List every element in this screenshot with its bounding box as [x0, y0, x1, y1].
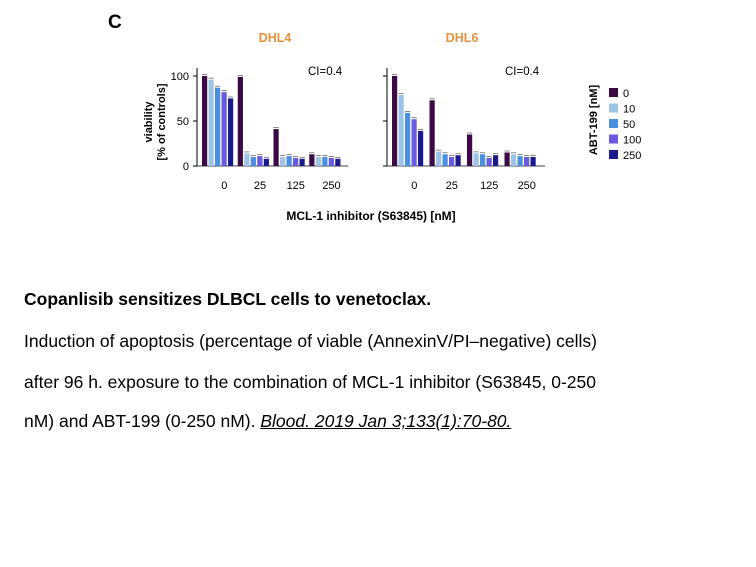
chart-title: DHL6 — [446, 31, 479, 45]
bar-dhl6-250-0 — [504, 152, 510, 166]
bar-dhl6-125-0 — [467, 134, 473, 166]
y-axis-label: viability [% of controls] — [143, 83, 168, 160]
bar-dhl6-0-0 — [392, 76, 398, 166]
bar-dhl6-0-100 — [411, 119, 417, 166]
chart-panel-dhl6: DHL6 CI=0.4 0 25 125 250 — [383, 31, 545, 192]
chart-panel-dhl4: DHL4 CI=0.4 0 50 100 0 25 125 250 — [171, 31, 348, 192]
y-tick-label: 0 — [183, 161, 189, 173]
bar-dhl4-0-50 — [215, 87, 221, 166]
bar-dhl6-0-10 — [398, 94, 404, 166]
bar-dhl6-125-250 — [493, 155, 499, 166]
legend-title: ABT-199 [nM] — [588, 85, 600, 156]
x-tick-label: 0 — [411, 180, 417, 192]
bar-dhl4-25-50 — [250, 157, 256, 166]
caption-line-2: after 96 h. exposure to the combination … — [24, 372, 597, 392]
legend-label-0: 0 — [623, 88, 629, 100]
x-tick-label: 25 — [254, 180, 266, 192]
legend-label-10: 10 — [623, 104, 635, 116]
x-tick-label: 250 — [518, 180, 536, 192]
bar-dhl4-0-0 — [202, 76, 208, 166]
legend-swatch-50 — [609, 119, 618, 128]
caption-line-3: nM) and ABT-199 (0-250 nM). Blood. 2019 … — [24, 410, 744, 432]
chart-title: DHL4 — [259, 31, 292, 45]
bar-dhl6-250-250 — [530, 157, 536, 166]
legend-label-100: 100 — [623, 135, 641, 147]
bar-dhl4-25-250 — [263, 158, 269, 166]
legend-label-50: 50 — [623, 119, 635, 131]
panel-letter: C — [108, 12, 122, 33]
legend-label-250: 250 — [623, 150, 641, 162]
bar-dhl4-250-10 — [315, 157, 321, 166]
bar-dhl4-125-100 — [293, 157, 299, 166]
bar-dhl4-125-10 — [280, 157, 286, 166]
bar-dhl6-25-0 — [429, 100, 435, 166]
caption-line-3-text: nM) and ABT-199 (0-250 nM). — [24, 411, 261, 431]
bar-dhl6-250-10 — [511, 154, 517, 166]
bar-dhl6-125-10 — [473, 153, 479, 166]
bar-dhl4-250-0 — [309, 154, 315, 166]
bar-dhl4-125-50 — [286, 156, 292, 166]
citation-link[interactable]: Blood. 2019 Jan 3;133(1):70-80. — [260, 411, 512, 431]
x-tick-label: 0 — [221, 180, 227, 192]
y-tick-label: 100 — [171, 71, 189, 83]
y-axis-label-line-1: viability — [143, 101, 155, 143]
legend-swatch-0 — [609, 88, 618, 97]
bar-dhl6-125-50 — [480, 154, 486, 166]
bar-dhl6-125-100 — [486, 157, 492, 166]
bar-dhl6-250-100 — [524, 157, 530, 166]
bar-dhl4-25-0 — [237, 76, 243, 166]
bar-dhl6-25-10 — [436, 151, 442, 166]
bar-dhl4-125-250 — [299, 158, 305, 166]
bar-dhl4-0-250 — [228, 98, 234, 166]
bar-charts: DHL4 CI=0.4 0 50 100 0 25 125 250 DHL6 CI=0.4 0 25 12… — [143, 31, 545, 223]
bar-dhl4-250-50 — [322, 157, 328, 166]
bar-dhl4-125-0 — [273, 129, 279, 166]
legend-swatch-250 — [609, 150, 618, 159]
y-axis-label-line-2: [% of controls] — [156, 83, 168, 160]
legend-swatch-100 — [609, 134, 618, 144]
bar-dhl4-250-250 — [335, 158, 341, 166]
bar-dhl4-25-100 — [257, 156, 263, 166]
bar-dhl6-25-250 — [455, 155, 461, 166]
bar-dhl6-25-100 — [449, 157, 455, 166]
x-axis-label: MCL-1 inhibitor (S63845) [nM] — [286, 209, 455, 223]
ci-annotation: CI=0.4 — [505, 66, 540, 78]
bar-dhl6-250-50 — [517, 156, 523, 166]
bar-dhl6-0-50 — [405, 112, 411, 166]
bar-dhl4-0-100 — [221, 92, 227, 166]
x-tick-label: 125 — [480, 180, 498, 192]
bar-dhl4-250-100 — [328, 157, 334, 166]
caption-title: Copanlisib sensitizes DLBCL cells to ven… — [24, 289, 432, 309]
ci-annotation: CI=0.4 — [308, 66, 343, 78]
legend: ABT-199 [nM] 0 10 50 100 250 — [588, 85, 641, 162]
bar-dhl4-25-10 — [244, 153, 250, 166]
x-tick-label: 250 — [322, 180, 340, 192]
bar-dhl6-0-250 — [418, 130, 424, 166]
bar-dhl4-0-10 — [208, 79, 214, 166]
bar-dhl6-25-50 — [442, 154, 448, 166]
x-tick-label: 125 — [287, 180, 305, 192]
x-tick-label: 25 — [446, 180, 458, 192]
y-tick-label: 50 — [177, 116, 189, 128]
caption-line-1: Induction of apoptosis (percentage of vi… — [24, 331, 597, 351]
legend-swatch-10 — [609, 103, 618, 113]
